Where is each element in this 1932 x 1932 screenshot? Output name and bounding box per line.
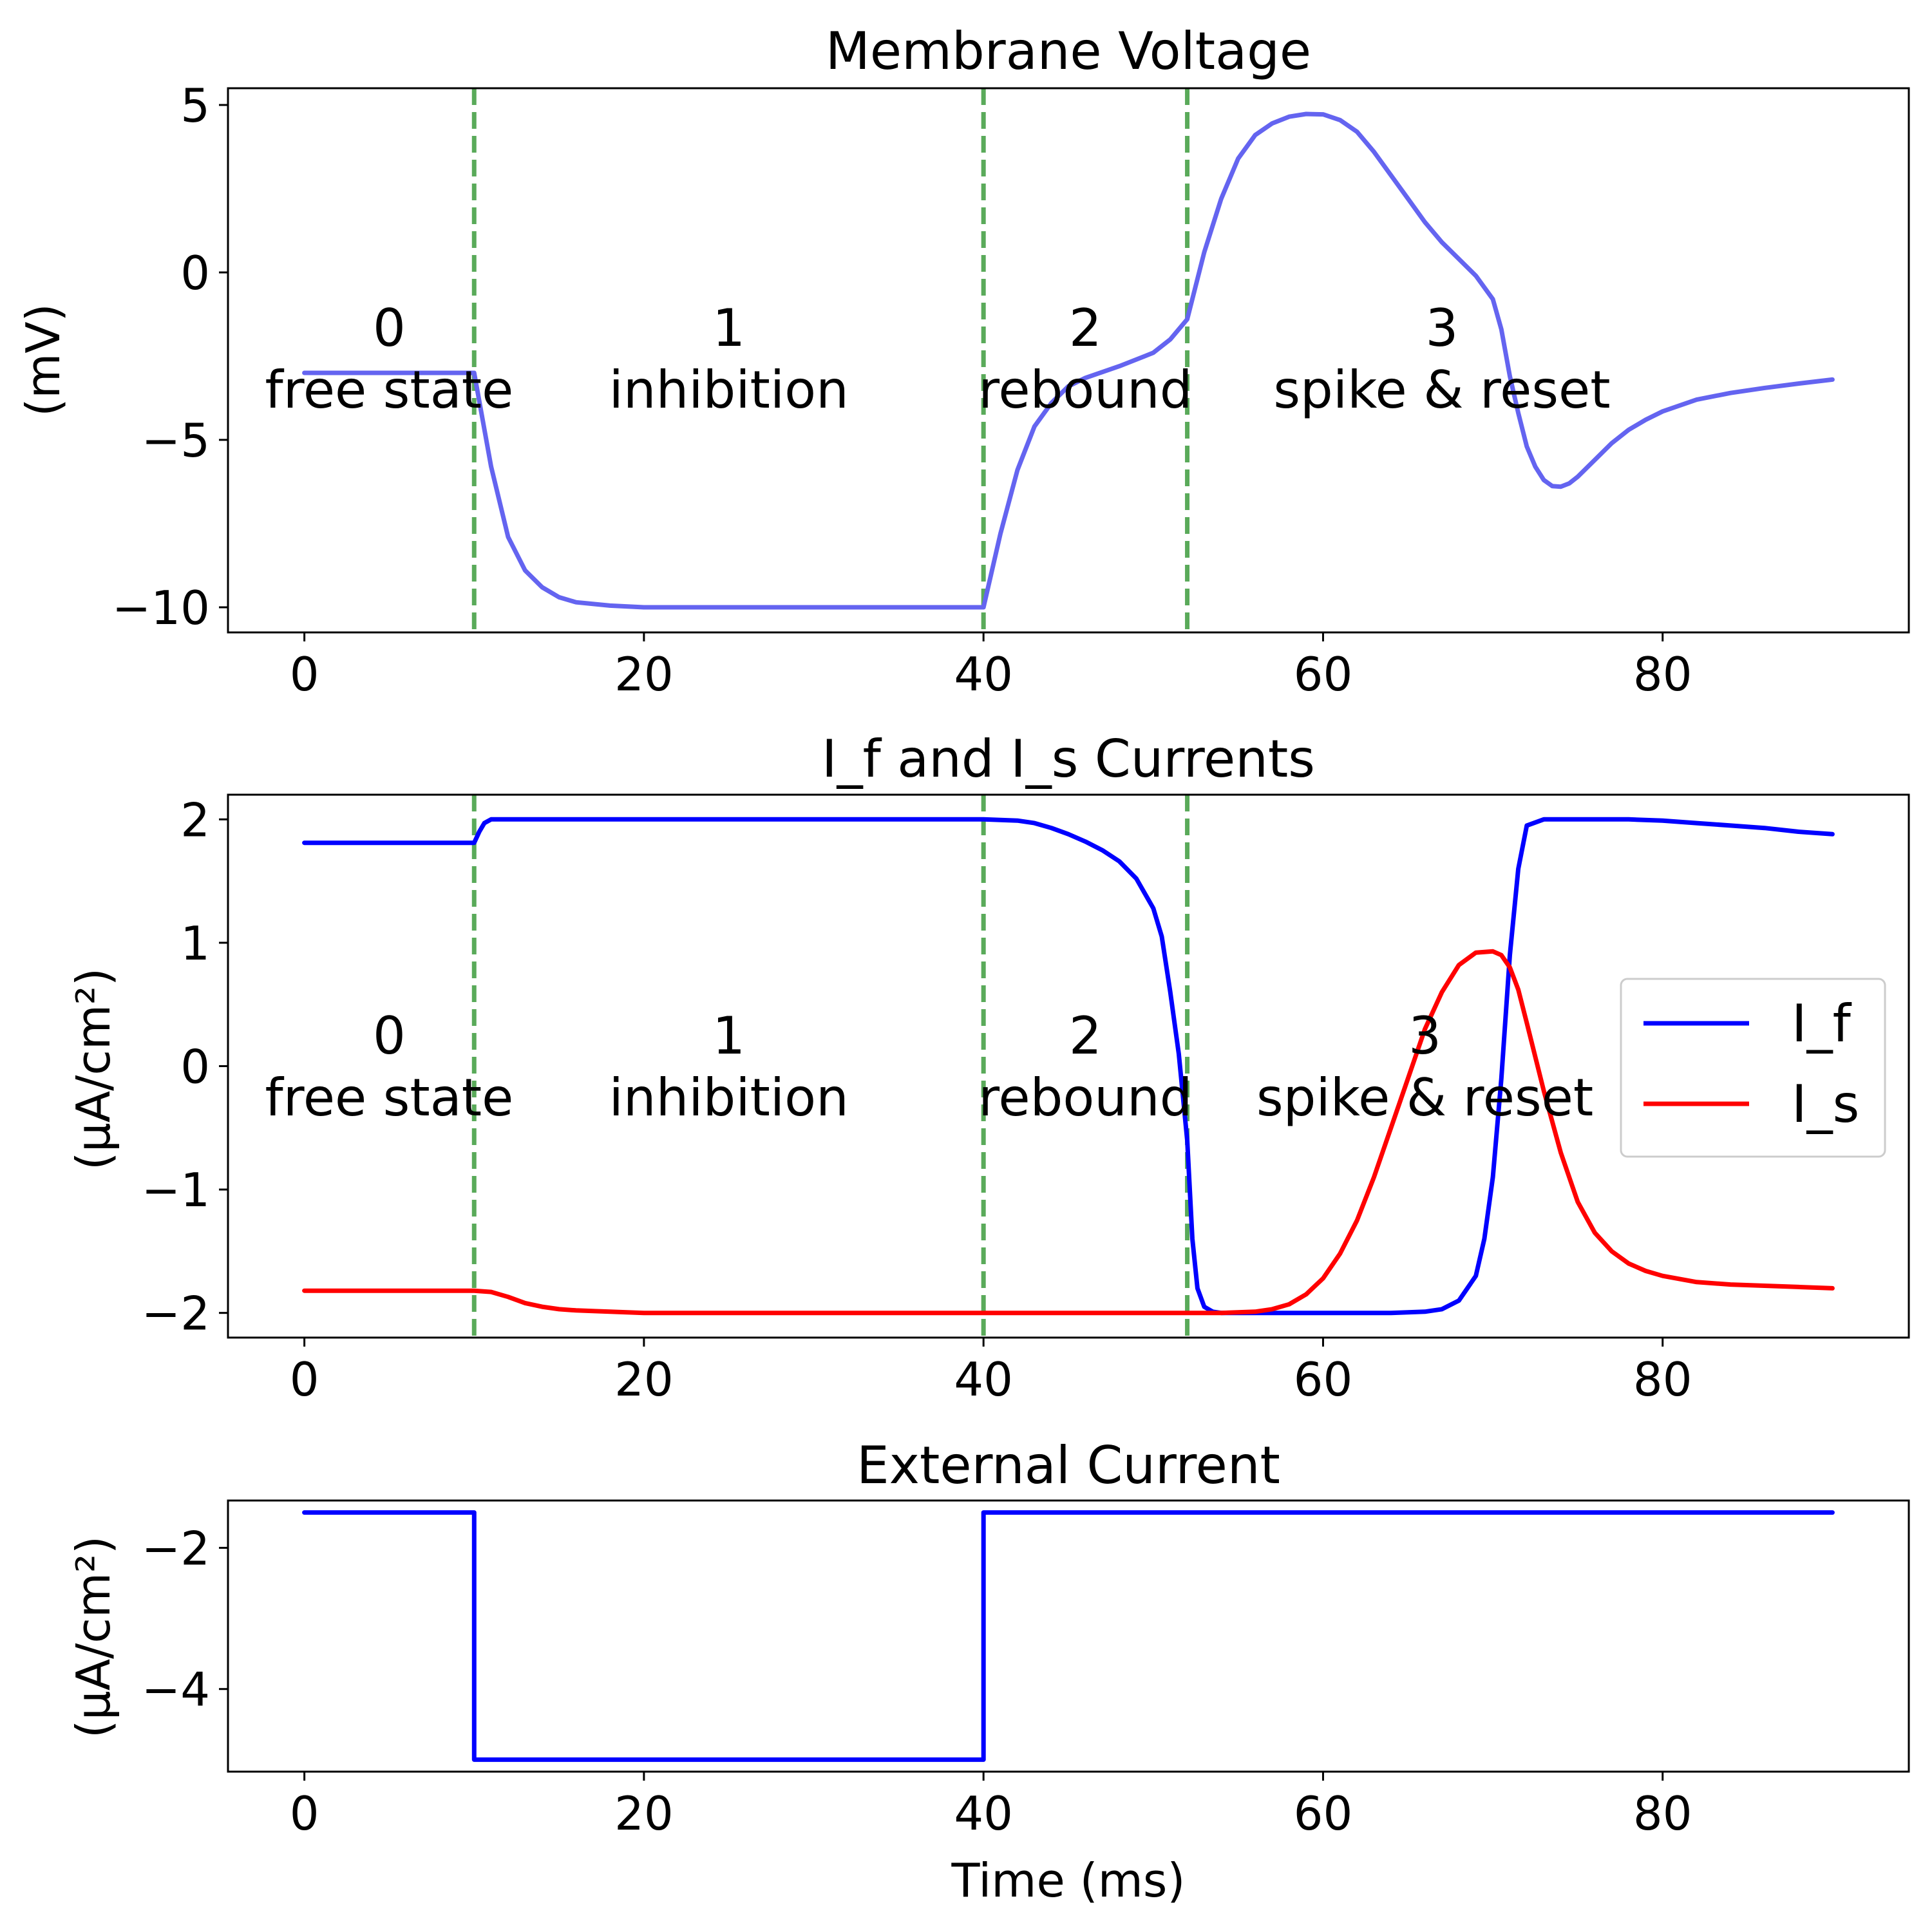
series-line-i-s bbox=[302, 949, 1835, 1316]
x-tick-label: 0 bbox=[290, 1352, 319, 1406]
y-tick-label: −1 bbox=[142, 1163, 210, 1217]
panel-title: I_f and I_s Currents bbox=[822, 729, 1315, 789]
x-tick-label: 40 bbox=[954, 1786, 1013, 1841]
x-tick-label: 20 bbox=[614, 1786, 674, 1841]
x-tick-label: 0 bbox=[290, 1786, 319, 1841]
phase-label: rebound bbox=[978, 1068, 1192, 1128]
y-tick-label: −2 bbox=[142, 1521, 210, 1575]
y-tick-label: −5 bbox=[142, 413, 210, 468]
legend-label: I_f bbox=[1792, 994, 1852, 1054]
y-axis-label: (μA/cm²) bbox=[66, 1536, 120, 1738]
phase-label: inhibition bbox=[609, 1068, 849, 1128]
phase-number: 3 bbox=[1408, 1006, 1441, 1066]
x-tick-label: 0 bbox=[290, 647, 319, 701]
y-tick-label: 1 bbox=[180, 916, 210, 971]
x-tick-label: 80 bbox=[1633, 1786, 1692, 1841]
phase-number: 0 bbox=[373, 1006, 406, 1066]
phase-number: 2 bbox=[1069, 298, 1102, 358]
phase-number: 1 bbox=[712, 1006, 745, 1066]
x-tick-label: 60 bbox=[1294, 1786, 1353, 1841]
x-tick-label: 60 bbox=[1294, 647, 1353, 701]
x-tick-label: 80 bbox=[1633, 647, 1692, 701]
y-tick-label: −4 bbox=[142, 1663, 210, 1717]
axes-frame bbox=[227, 87, 1910, 634]
y-tick-label: 5 bbox=[180, 79, 210, 133]
x-tick-label: 20 bbox=[614, 1352, 674, 1406]
axes-frame bbox=[227, 1499, 1910, 1773]
series-line-v bbox=[302, 111, 1835, 610]
phase-label: free state bbox=[265, 1068, 514, 1128]
x-tick-label: 40 bbox=[954, 1352, 1013, 1406]
panel-title: Membrane Voltage bbox=[826, 21, 1311, 81]
phase-label: free state bbox=[265, 360, 514, 420]
phase-number: 2 bbox=[1069, 1006, 1102, 1066]
phase-label: inhibition bbox=[609, 360, 849, 420]
phase-label: rebound bbox=[978, 360, 1192, 420]
y-tick-label: 0 bbox=[180, 1040, 210, 1094]
x-tick-label: 60 bbox=[1294, 1352, 1353, 1406]
y-axis-label: (mV) bbox=[16, 303, 70, 417]
y-tick-label: 0 bbox=[180, 246, 210, 300]
phase-number: 3 bbox=[1426, 298, 1459, 358]
y-tick-label: −2 bbox=[142, 1287, 210, 1341]
panel-2: 0 20 40 60 80 −2 −4 External Current (μA/cm²) Tim… bbox=[66, 1435, 1910, 1908]
phase-label: spike & reset bbox=[1256, 1068, 1593, 1128]
phase-number: 0 bbox=[373, 298, 406, 358]
phase-number: 1 bbox=[712, 298, 745, 358]
panel-title: External Current bbox=[857, 1435, 1280, 1495]
x-axis-label: Time (ms) bbox=[951, 1853, 1186, 1908]
phase-label: spike & reset bbox=[1273, 360, 1610, 420]
x-tick-label: 80 bbox=[1633, 1352, 1692, 1406]
x-tick-label: 40 bbox=[954, 647, 1013, 701]
legend-label: I_s bbox=[1792, 1074, 1859, 1134]
series-line-i-ext bbox=[302, 1510, 1835, 1762]
y-tick-label: 2 bbox=[180, 793, 210, 847]
x-tick-label: 20 bbox=[614, 647, 674, 701]
legend: I_f I_s bbox=[1620, 978, 1886, 1158]
y-axis-label: (μA/cm²) bbox=[66, 968, 120, 1170]
y-tick-label: −10 bbox=[112, 581, 210, 635]
